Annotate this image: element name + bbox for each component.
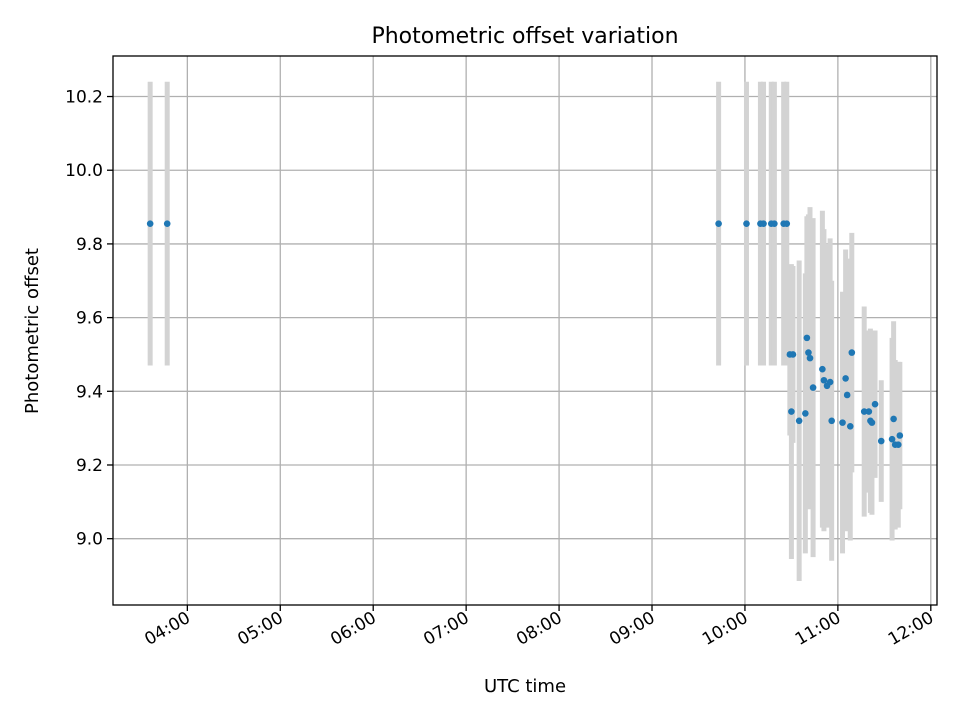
data-point <box>809 384 817 391</box>
x-tick-label: 09:00 <box>606 608 658 650</box>
x-tick-label: 06:00 <box>327 608 379 650</box>
data-point <box>842 375 849 382</box>
data-point <box>783 220 791 227</box>
y-tick-label: 10.2 <box>65 88 103 108</box>
y-tick-label: 9.6 <box>76 309 103 329</box>
x-tick-label: 10:00 <box>699 608 751 650</box>
y-tick-label: 9.4 <box>76 382 103 402</box>
data-point <box>795 417 803 425</box>
data-point <box>865 408 873 415</box>
y-tick-label: 9.2 <box>76 456 103 476</box>
chart-title: Photometric offset variation <box>371 24 678 49</box>
data-point <box>802 410 809 417</box>
data-point <box>789 351 797 358</box>
data-point <box>806 354 814 362</box>
data-point <box>896 432 904 439</box>
data-point <box>743 220 750 227</box>
x-axis-label: UTC time <box>484 676 566 697</box>
data-point <box>819 365 826 373</box>
data-point <box>715 220 722 227</box>
data-point <box>860 408 868 415</box>
data-point <box>848 349 856 356</box>
data-point <box>826 378 834 386</box>
x-tick-label: 12:00 <box>885 608 937 650</box>
data-point <box>771 220 778 227</box>
data-point <box>760 220 767 227</box>
data-point <box>163 220 171 227</box>
x-tick-label: 11:00 <box>792 608 844 650</box>
data-point <box>828 417 835 425</box>
x-tick-label: 07:00 <box>420 608 472 650</box>
data-point <box>846 422 854 430</box>
point-layer <box>146 220 904 449</box>
data-point <box>805 349 812 356</box>
y-tick-label: 9.0 <box>76 530 103 550</box>
errorbar-layer <box>147 81 903 582</box>
x-tick-label: 04:00 <box>141 608 193 650</box>
data-point <box>820 376 828 384</box>
x-tick-label: 05:00 <box>234 608 286 650</box>
data-point <box>877 437 885 445</box>
data-point <box>888 435 896 443</box>
data-point <box>894 441 902 449</box>
data-point <box>868 419 876 426</box>
x-tick-label: 08:00 <box>513 608 565 650</box>
data-point <box>788 408 795 415</box>
y-tick-label: 10.0 <box>65 161 103 181</box>
y-tick-label: 9.8 <box>76 235 103 255</box>
data-point <box>843 391 851 399</box>
y-axis-label: Photometric offset <box>22 248 43 414</box>
plot-frame <box>112 55 938 606</box>
data-point <box>146 220 154 227</box>
data-point <box>890 415 897 423</box>
data-point <box>839 419 846 426</box>
data-point <box>871 400 879 408</box>
data-point <box>803 334 811 342</box>
